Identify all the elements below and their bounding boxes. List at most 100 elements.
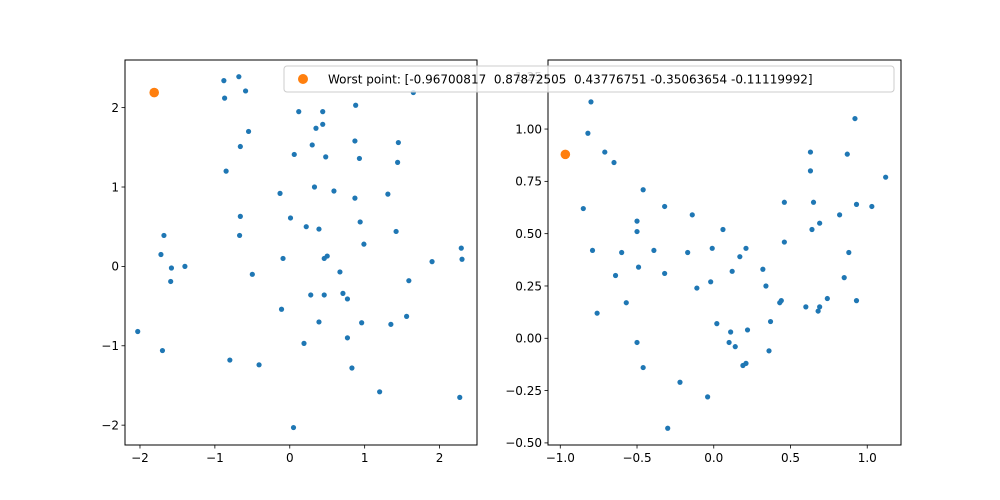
ax1-data-point: [393, 228, 399, 235]
legend-frame: [283, 65, 895, 93]
ax2-data-point: [662, 203, 668, 210]
ax2-data-point: [809, 226, 815, 233]
ax2-data-point: [781, 199, 787, 205]
ax1-data-point: [340, 290, 346, 296]
ax2-data-point: [726, 339, 732, 346]
ax2-data-point: [619, 249, 625, 256]
ax1-data-point: [323, 154, 329, 160]
ax2-data-point: [634, 339, 640, 346]
ax1-data-point: [168, 265, 175, 271]
ax2-data-point: [729, 268, 735, 274]
ax1-data-point: [291, 151, 297, 158]
ax2-data-point: [807, 149, 814, 155]
ax1-data-point: [377, 389, 383, 395]
ax2-data-point: [585, 130, 591, 136]
right-scatter-axes: −1.0 −0.5 0.0 0.5 1.0 −0.50 −0.25 0.00 0.25 0.50 0…: [505, 59, 902, 465]
ax2-data-point: [694, 285, 700, 291]
ax1-data-point: [290, 424, 297, 431]
ax2-data-point: [781, 239, 787, 245]
ax2-data-point: [685, 249, 691, 256]
ax1-data-point: [316, 319, 322, 325]
ax2-data-point: [807, 168, 814, 174]
ax2-data-point: [720, 226, 726, 233]
ax2-data-point: [634, 228, 640, 235]
ax1-data-point: [256, 362, 262, 368]
ax2-data-point: [612, 272, 619, 279]
ax2-data-point: [594, 310, 600, 316]
ax1-data-point: [356, 155, 363, 162]
ax2-y-tick-label: 0.25: [515, 279, 542, 293]
ax2-data-point: [737, 254, 743, 260]
ax1-data-point: [388, 321, 394, 327]
ax1-data-point: [236, 232, 243, 239]
ax2-y-tick-label: 0.00: [515, 332, 542, 346]
ax1-data-point: [331, 188, 337, 194]
ax1-data-point: [277, 190, 283, 196]
ax2-data-point: [869, 203, 875, 210]
ax1-data-point: [352, 195, 358, 201]
ax2-data-point: [844, 151, 850, 157]
ax1-data-point: [458, 245, 464, 251]
ax1-data-point: [296, 109, 302, 115]
ax1-data-point: [344, 296, 351, 302]
ax2-y-tick-label: 0.75: [515, 175, 542, 189]
ax1-data-point: [361, 241, 367, 247]
ax1-data-point: [309, 142, 315, 148]
ax1-x-tick-label: 0: [286, 451, 294, 465]
ax2-data-point: [817, 220, 823, 226]
legend: Worst point: [-0.96700817 0.87872505 0.4…: [283, 65, 895, 93]
ax1-data-point: [321, 255, 327, 262]
ax2-data-point: [744, 327, 751, 333]
ax2-data-point: [743, 360, 749, 366]
ax2-data-point: [589, 247, 596, 254]
ax2-x-tick-label: 0.0: [704, 451, 723, 465]
ax2-data-point: [640, 187, 646, 193]
ax1-data-point: [385, 191, 391, 197]
ax1-data-point: [459, 256, 465, 262]
ax1-data-point: [311, 184, 318, 190]
ax1-data-point: [357, 219, 363, 225]
ax2-x-tick-label: 0.5: [781, 451, 800, 465]
ax1-data-point: [321, 292, 327, 298]
ax1-data-point: [344, 335, 351, 341]
ax2-data-point: [815, 308, 821, 314]
ax1-x-tick-label: 2: [436, 451, 444, 465]
ax2-x-tick-label: −0.5: [622, 451, 651, 465]
ax1-data-point: [237, 143, 243, 150]
ax1-data-point: [278, 306, 285, 312]
ax1-data-point: [429, 259, 435, 265]
ax1-data-point: [313, 125, 319, 131]
ax1-data-point: [406, 278, 412, 284]
ax1-y-tick-label: 0: [111, 260, 119, 274]
ax2-data-point: [689, 212, 695, 218]
ax2-y-tick-label: −0.25: [505, 384, 542, 398]
ax2-data-point: [623, 300, 629, 306]
ax2-y-tick-label: 1.00: [515, 122, 542, 136]
ax1-data-point: [227, 357, 233, 363]
ax2-data-point: [580, 205, 586, 212]
ax1-y-tick-label: −1: [101, 339, 119, 353]
ax2-worst-point: [560, 149, 571, 160]
ax1-data-point: [337, 269, 343, 275]
ax1-data-point: [221, 78, 227, 84]
ax2-x-tick-label: 1.0: [858, 451, 877, 465]
ax1-data-point: [161, 232, 167, 239]
ax2-data-point: [732, 344, 738, 350]
ax1-data-point: [353, 102, 359, 108]
ax2-data-point: [760, 266, 766, 272]
ax1-data-point: [237, 213, 243, 219]
ax2-data-point: [841, 275, 847, 281]
ax1-data-point: [320, 121, 326, 127]
ax2-data-point: [714, 321, 720, 327]
ax2-data-point: [767, 318, 774, 325]
ax1-data-point: [182, 263, 188, 269]
ax2-data-point: [852, 115, 858, 122]
ax1-data-point: [158, 251, 164, 258]
ax1-data-point: [249, 271, 255, 277]
ax2-data-point: [602, 149, 608, 155]
ax1-x-tick-label: −2: [131, 451, 149, 465]
ax2-data-point: [640, 364, 646, 371]
ax1-data-point: [308, 292, 314, 298]
left-scatter-axes: −2 −1 0 1 2 −2 −1 0 1 2: [101, 59, 478, 465]
